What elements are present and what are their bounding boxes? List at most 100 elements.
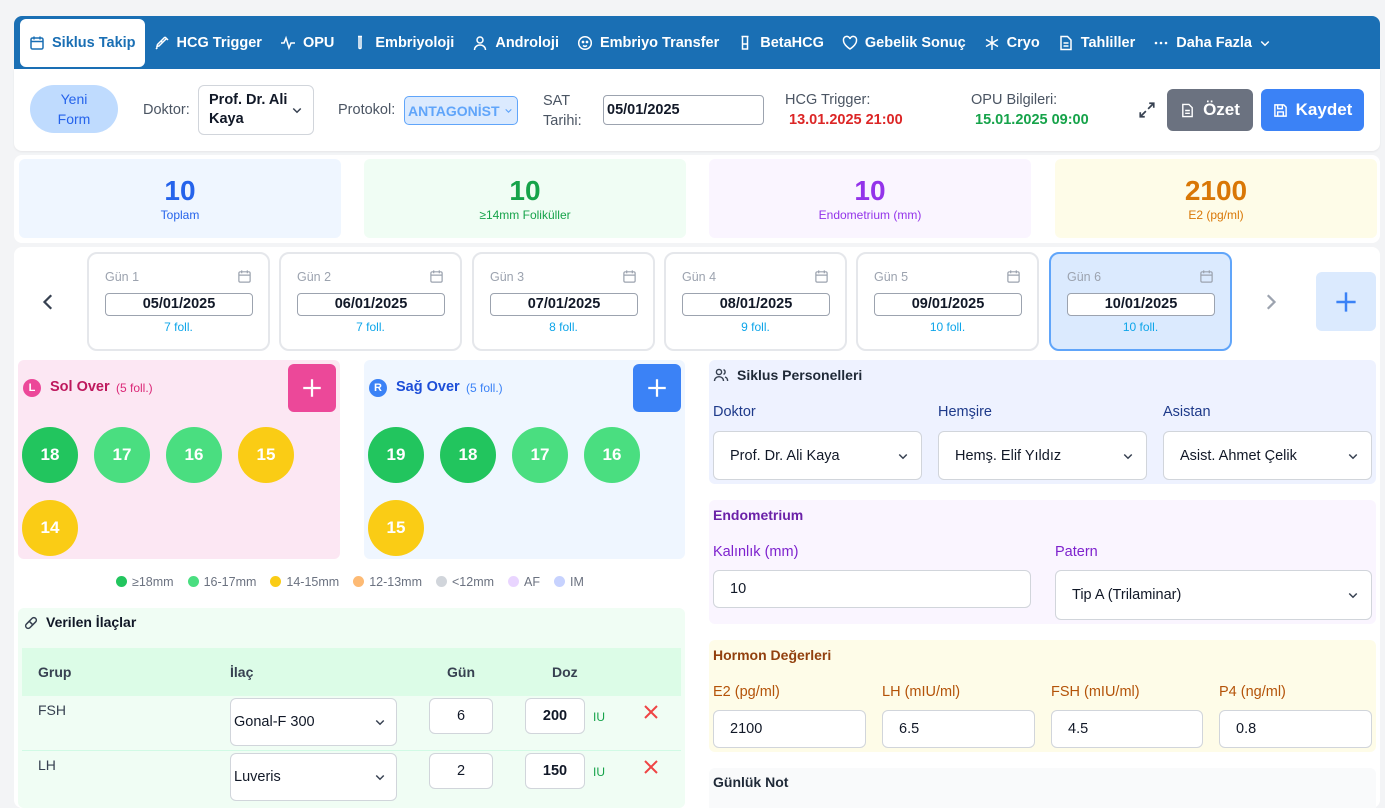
doctor-label: Doktor:: [143, 102, 190, 118]
day-label: Gün 4: [682, 270, 717, 284]
follicle[interactable]: 15: [368, 500, 424, 556]
day-card[interactable]: Gün 5 09/01/2025 10 foll.: [856, 252, 1039, 351]
tab-androloji[interactable]: Androloji: [463, 19, 568, 67]
calendar-icon[interactable]: [622, 269, 637, 284]
follicle[interactable]: 16: [166, 427, 222, 483]
delete-icon[interactable]: [643, 704, 659, 720]
personnel-nurse-select[interactable]: Hemş. Elif Yıldız: [938, 431, 1147, 480]
tab-label: Gebelik Sonuç: [864, 34, 966, 51]
day-card[interactable]: Gün 3 07/01/2025 8 foll.: [472, 252, 655, 351]
syringe-icon: [155, 35, 169, 50]
ovary-count: (5 foll.): [116, 381, 153, 395]
follicle[interactable]: 14: [22, 500, 78, 556]
day-card[interactable]: Gün 4 08/01/2025 9 foll.: [664, 252, 847, 351]
endometrium-pattern-select[interactable]: Tip A (Trilaminar): [1055, 570, 1372, 620]
hormone-p4-input[interactable]: 0.8: [1219, 710, 1372, 748]
tab-embriyo-transfer[interactable]: Embriyo Transfer: [568, 19, 728, 67]
tab-siklus-takip[interactable]: Siklus Takip: [20, 18, 145, 67]
column-header: Grup: [38, 664, 72, 680]
follicle[interactable]: 16: [584, 427, 640, 483]
tab-opu[interactable]: OPU: [271, 19, 343, 67]
hormones-section: Hormon Değerleri E2 (pg/ml) 2100 LH (mIU…: [709, 640, 1376, 752]
hormones-title: Hormon Değerleri: [713, 647, 832, 663]
heart-icon: [842, 35, 858, 50]
day-date-input[interactable]: 09/01/2025: [874, 293, 1022, 316]
calendar-icon[interactable]: [814, 269, 829, 284]
doctor-select[interactable]: Prof. Dr. Ali Kaya: [198, 85, 314, 135]
ovary-title: Sol Over: [50, 379, 110, 395]
follicle[interactable]: 15: [238, 427, 294, 483]
save-button-label: Kaydet: [1295, 100, 1353, 119]
follicle[interactable]: 17: [94, 427, 150, 483]
day-card-selected[interactable]: Gün 6 10/01/2025 10 foll.: [1049, 252, 1232, 351]
personnel-assistant-select[interactable]: Asist. Ahmet Çelik: [1163, 431, 1372, 480]
endometrium-thickness-input[interactable]: 10: [713, 570, 1031, 608]
tab-embriyoloji[interactable]: Embriyoloji: [343, 19, 463, 67]
tab-label: Androloji: [495, 34, 559, 51]
column-header: Doz: [552, 664, 578, 680]
chevron-right-icon[interactable]: [1261, 292, 1279, 312]
med-dose-input[interactable]: 150: [525, 753, 585, 789]
follicle[interactable]: 18: [22, 427, 78, 483]
stat-caption: Endometrium (mm): [818, 208, 922, 222]
summary-button[interactable]: Özet: [1167, 89, 1253, 131]
column-header: İlaç: [230, 664, 254, 680]
day-date-input[interactable]: 06/01/2025: [297, 293, 445, 316]
day-date-input[interactable]: 07/01/2025: [490, 293, 638, 316]
day-follicle-count: 10 foll.: [929, 320, 966, 334]
med-day-input[interactable]: 6: [429, 698, 493, 734]
sat-date-input[interactable]: 05/01/2025: [603, 95, 764, 125]
follicle[interactable]: 18: [440, 427, 496, 483]
add-day-button[interactable]: [1316, 272, 1376, 331]
day-date-input[interactable]: 10/01/2025: [1067, 293, 1215, 316]
day-card[interactable]: Gün 1 05/01/2025 7 foll.: [87, 252, 270, 351]
med-day-input[interactable]: 2: [429, 753, 493, 789]
personnel-doctor-select[interactable]: Prof. Dr. Ali Kaya: [713, 431, 922, 480]
follicle[interactable]: 17: [512, 427, 568, 483]
hcg-trigger-value: 13.01.2025 21:00: [789, 112, 903, 128]
day-label: Gün 6: [1067, 270, 1102, 284]
new-form-badge[interactable]: Yeni Form: [30, 85, 118, 133]
calendar-icon[interactable]: [1006, 269, 1021, 284]
file-icon: [1059, 35, 1072, 50]
select-value: Tip A (Trilaminar): [1072, 587, 1182, 603]
med-drug-select[interactable]: Gonal-F 300: [230, 698, 397, 746]
med-dose-input[interactable]: 200: [525, 698, 585, 734]
tab-daha-fazla[interactable]: Daha Fazla: [1144, 19, 1280, 67]
day-card[interactable]: Gün 2 06/01/2025 7 foll.: [279, 252, 462, 351]
protocol-select[interactable]: ANTAGONİST: [404, 96, 518, 125]
hormone-lh-input[interactable]: 6.5: [882, 710, 1035, 748]
calendar-icon[interactable]: [1199, 269, 1214, 284]
day-follicle-count: 7 foll.: [164, 320, 193, 334]
day-follicle-count: 7 foll.: [356, 320, 385, 334]
day-date-input[interactable]: 08/01/2025: [682, 293, 830, 316]
tab-cryo[interactable]: Cryo: [975, 19, 1049, 67]
med-drug-select[interactable]: Luveris: [230, 753, 397, 801]
tab-label: OPU: [302, 34, 335, 51]
snowflake-icon: [985, 35, 999, 50]
cycle-header: Yeni Form Doktor: Prof. Dr. Ali Kaya Pro…: [14, 69, 1380, 151]
calendar-icon: [30, 36, 44, 50]
medications-title: Verilen İlaçlar: [46, 614, 137, 630]
hormone-fsh-input[interactable]: 4.5: [1051, 710, 1203, 748]
tab-betahcg[interactable]: BetaHCG: [728, 19, 833, 67]
calendar-icon[interactable]: [237, 269, 252, 284]
add-follicle-button[interactable]: [633, 364, 681, 412]
day-date-input[interactable]: 05/01/2025: [105, 293, 253, 316]
delete-icon[interactable]: [643, 759, 659, 775]
calendar-icon[interactable]: [429, 269, 444, 284]
chevron-left-icon[interactable]: [40, 292, 58, 312]
hormone-e2-input[interactable]: 2100: [713, 710, 866, 748]
tab-hcg-trigger[interactable]: HCG Trigger: [145, 19, 271, 67]
tab-gebelik-sonuc[interactable]: Gebelik Sonuç: [833, 19, 975, 67]
legend-item: IM: [554, 575, 584, 589]
add-follicle-button[interactable]: [288, 364, 336, 412]
expand-icon[interactable]: [1138, 101, 1156, 119]
legend-item: 12-13mm: [353, 575, 422, 589]
save-icon: [1273, 103, 1287, 117]
follicle[interactable]: 19: [368, 427, 424, 483]
tab-tahliller[interactable]: Tahliller: [1049, 19, 1145, 67]
endometrium-section: Endometrium Kalınlık (mm) 10 Patern Tip …: [709, 500, 1376, 624]
chevron-down-icon: [898, 453, 908, 459]
save-button[interactable]: Kaydet: [1261, 89, 1364, 131]
